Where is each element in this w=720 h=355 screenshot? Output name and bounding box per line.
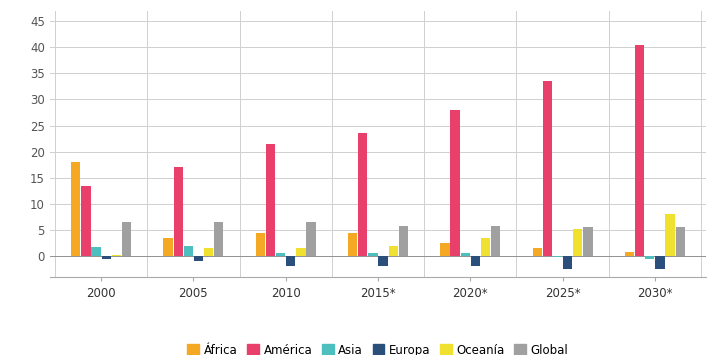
Bar (389, 246, 398, 256)
Bar (440, 243, 449, 256)
Bar (174, 167, 183, 256)
Bar (573, 229, 582, 256)
Bar (635, 45, 644, 256)
Bar (163, 238, 173, 256)
Bar (645, 256, 654, 259)
Bar (379, 256, 388, 267)
Bar (276, 253, 285, 256)
Bar (102, 256, 111, 259)
Bar (348, 233, 357, 256)
Bar (214, 222, 223, 256)
Bar (204, 248, 213, 256)
Bar (266, 144, 275, 256)
Bar (358, 133, 367, 256)
Bar (296, 248, 305, 256)
Bar (491, 226, 500, 256)
Bar (481, 238, 490, 256)
Bar (71, 162, 81, 256)
Bar (399, 226, 408, 256)
Bar (307, 222, 316, 256)
Bar (583, 227, 593, 256)
Bar (81, 186, 91, 256)
Bar (563, 256, 572, 269)
Bar (194, 256, 203, 261)
Bar (112, 255, 121, 256)
Bar (675, 227, 685, 256)
Bar (655, 256, 665, 269)
Bar (625, 252, 634, 256)
Bar (665, 214, 675, 256)
Bar (461, 253, 470, 256)
Bar (471, 256, 480, 267)
Bar (122, 222, 131, 256)
Bar (286, 256, 295, 267)
Bar (543, 81, 552, 256)
Legend: África, América, Asia, Europa, Oceanía, Global: África, América, Asia, Europa, Oceanía, … (185, 342, 571, 355)
Bar (91, 247, 101, 256)
Bar (256, 233, 265, 256)
Bar (368, 253, 377, 256)
Bar (533, 248, 542, 256)
Bar (184, 246, 193, 256)
Bar (553, 256, 562, 257)
Bar (451, 110, 460, 256)
